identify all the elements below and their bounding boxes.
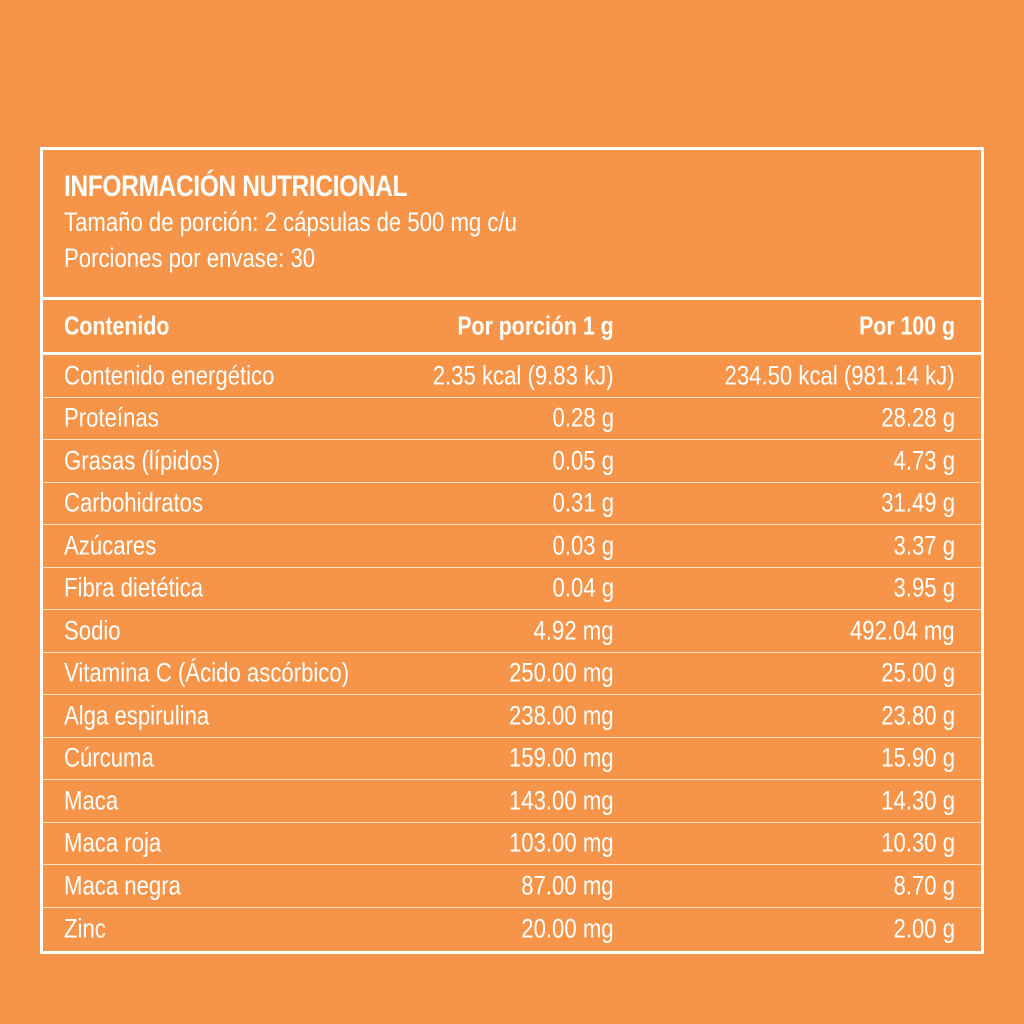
nutrition-header: INFORMACIÓN NUTRICIONAL Tamaño de porció… bbox=[43, 150, 981, 300]
table-row: Contenido energético 2.35 kcal (9.83 kJ) 2… bbox=[43, 355, 981, 398]
serving-size: Tamaño de porción: 2 cápsulas de 500 mg … bbox=[64, 207, 517, 237]
row-per-serving: 0.31 g bbox=[552, 487, 614, 518]
row-name: Grasas (lípidos) bbox=[64, 445, 221, 476]
table-row: Maca negra 87.00 mg 8.70 g bbox=[43, 865, 981, 908]
servings-per-container: Porciones por envase: 30 bbox=[64, 243, 316, 273]
row-per-100g: 4.73 g bbox=[893, 445, 955, 476]
nutrition-facts-panel: INFORMACIÓN NUTRICIONAL Tamaño de porció… bbox=[40, 147, 984, 954]
row-per-100g: 492.04 mg bbox=[850, 615, 955, 646]
table-header: Contenido Por porción 1 g Por 100 g bbox=[43, 300, 981, 355]
row-per-serving: 0.28 g bbox=[552, 402, 614, 433]
row-per-serving: 0.04 g bbox=[552, 572, 614, 603]
row-per-serving: 103.00 mg bbox=[509, 827, 614, 858]
row-name: Sodio bbox=[64, 615, 121, 646]
row-per-serving: 0.03 g bbox=[552, 530, 614, 561]
row-name: Maca roja bbox=[64, 827, 162, 858]
row-per-100g: 23.80 g bbox=[881, 700, 955, 731]
row-per-serving: 250.00 mg bbox=[509, 657, 614, 688]
column-header-per-100g: Por 100 g bbox=[859, 310, 955, 341]
row-name: Maca negra bbox=[64, 870, 181, 901]
row-name: Cúrcuma bbox=[64, 742, 154, 773]
row-per-100g: 28.28 g bbox=[881, 402, 955, 433]
row-per-100g: 2.00 g bbox=[893, 913, 955, 944]
table-row: Zinc 20.00 mg 2.00 g bbox=[43, 908, 981, 951]
row-per-100g: 234.50 kcal (981.14 kJ) bbox=[724, 360, 955, 391]
row-name: Maca bbox=[64, 785, 119, 816]
row-per-serving: 2.35 kcal (9.83 kJ) bbox=[433, 360, 614, 391]
table-row: Azúcares 0.03 g 3.37 g bbox=[43, 525, 981, 568]
row-per-serving: 87.00 mg bbox=[521, 870, 614, 901]
row-name: Carbohidratos bbox=[64, 487, 204, 518]
table-row: Cúrcuma 159.00 mg 15.90 g bbox=[43, 738, 981, 780]
row-per-serving: 238.00 mg bbox=[509, 700, 614, 731]
row-per-serving: 159.00 mg bbox=[509, 742, 614, 773]
row-per-serving: 20.00 mg bbox=[521, 913, 614, 944]
row-per-100g: 31.49 g bbox=[881, 487, 955, 518]
row-per-100g: 3.37 g bbox=[893, 530, 955, 561]
table-body: Contenido energético 2.35 kcal (9.83 kJ) 2… bbox=[43, 355, 981, 950]
row-per-100g: 8.70 g bbox=[893, 870, 955, 901]
row-per-serving: 4.92 mg bbox=[533, 615, 614, 646]
table-row: Maca roja 103.00 mg 10.30 g bbox=[43, 823, 981, 865]
table-row: Grasas (lípidos) 0.05 g 4.73 g bbox=[43, 440, 981, 483]
row-per-100g: 14.30 g bbox=[881, 785, 955, 816]
table-row: Carbohidratos 0.31 g 31.49 g bbox=[43, 483, 981, 525]
row-per-100g: 25.00 g bbox=[881, 657, 955, 688]
table-row: Alga espirulina 238.00 mg 23.80 g bbox=[43, 695, 981, 738]
page-title: INFORMACIÓN NUTRICIONAL bbox=[64, 170, 408, 203]
row-name: Fibra dietética bbox=[64, 572, 204, 603]
row-per-100g: 15.90 g bbox=[881, 742, 955, 773]
table-row: Sodio 4.92 mg 492.04 mg bbox=[43, 610, 981, 653]
row-per-serving: 0.05 g bbox=[552, 445, 614, 476]
row-per-100g: 10.30 g bbox=[881, 827, 955, 858]
row-name: Contenido energético bbox=[64, 360, 275, 391]
column-header-content: Contenido bbox=[64, 310, 170, 341]
table-row: Proteínas 0.28 g 28.28 g bbox=[43, 398, 981, 440]
table-row: Vitamina C (Ácido ascórbico) 250.00 mg 25.… bbox=[43, 653, 981, 695]
row-per-serving: 143.00 mg bbox=[509, 785, 614, 816]
row-name: Alga espirulina bbox=[64, 700, 210, 731]
row-name: Azúcares bbox=[64, 530, 157, 561]
row-name: Proteínas bbox=[64, 402, 159, 433]
table-row: Fibra dietética 0.04 g 3.95 g bbox=[43, 568, 981, 610]
row-name: Zinc bbox=[64, 913, 106, 944]
column-header-per-serving: Por porción 1 g bbox=[457, 310, 614, 341]
table-row: Maca 143.00 mg 14.30 g bbox=[43, 780, 981, 823]
row-name: Vitamina C (Ácido ascórbico) bbox=[64, 657, 350, 688]
row-per-100g: 3.95 g bbox=[893, 572, 955, 603]
